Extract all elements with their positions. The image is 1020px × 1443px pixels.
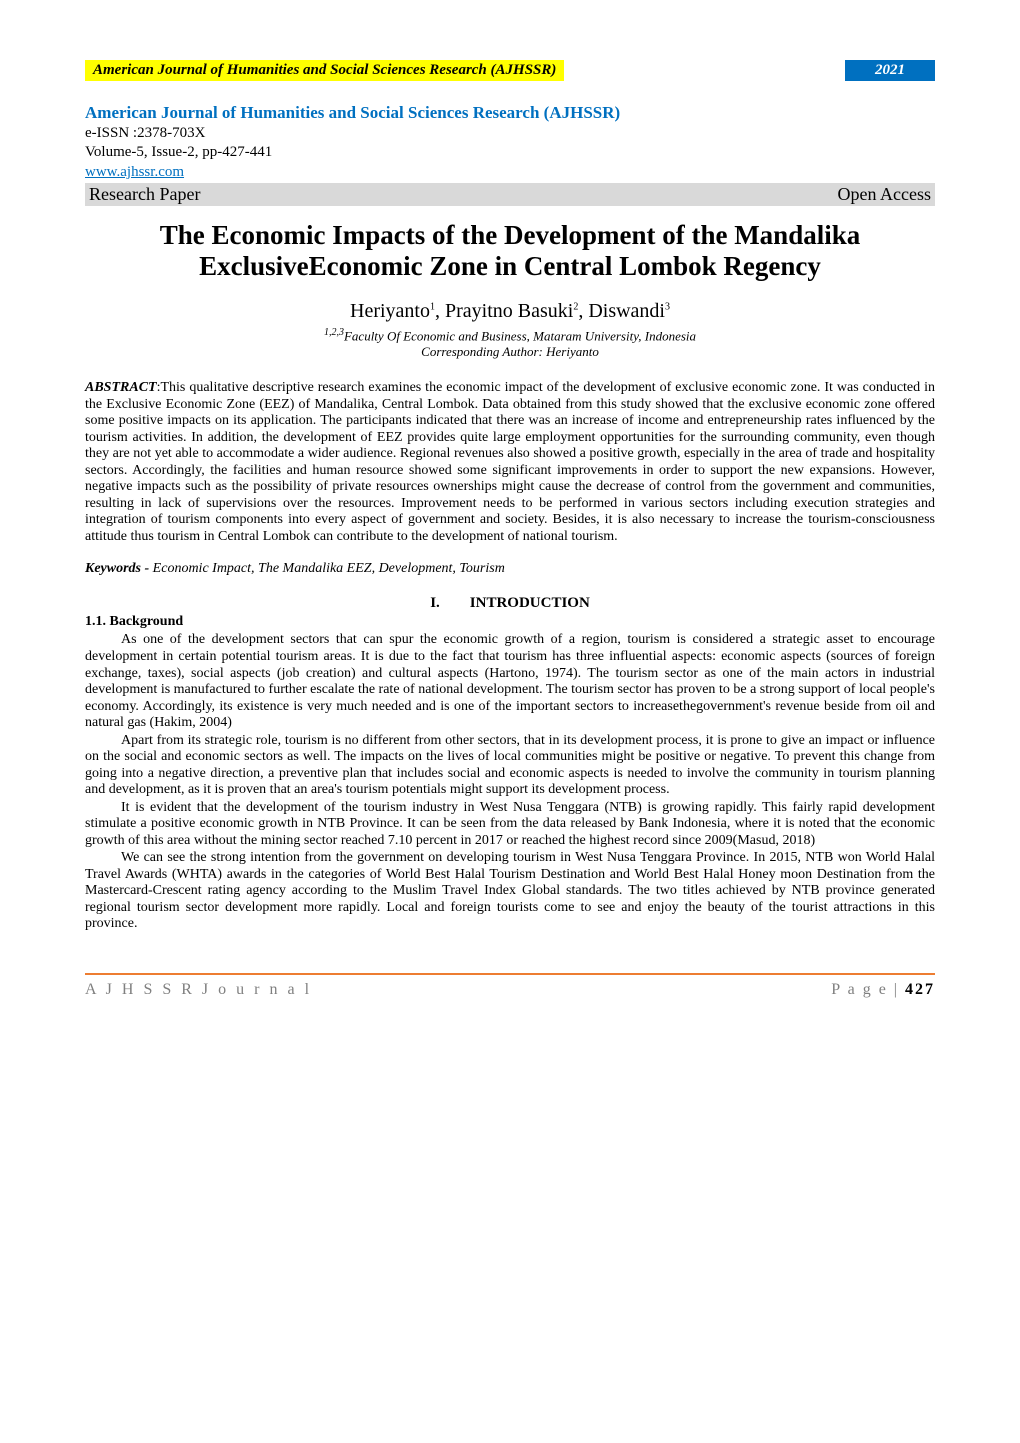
author-3-sup: 3 (665, 301, 670, 312)
abstract-label: ABSTRACT (85, 380, 157, 395)
affiliation-text: Faculty Of Economic and Business, Matara… (344, 328, 696, 343)
affiliation: 1,2,3Faculty Of Economic and Business, M… (85, 327, 935, 344)
paragraph-4: We can see the strong intention from the… (85, 850, 935, 933)
access-type: Open Access (838, 184, 931, 205)
paragraph-1: As one of the development sectors that c… (85, 632, 935, 731)
author-2: Prayitno Basuki (445, 300, 573, 322)
affiliation-sup: 1,2,3 (324, 327, 344, 338)
keywords-label: Keywords - (85, 561, 153, 576)
author-1-sup: 1 (430, 301, 435, 312)
journal-name: American Journal of Humanities and Socia… (85, 103, 935, 123)
keywords-text: Economic Impact, The Mandalika EEZ, Deve… (153, 561, 505, 576)
subsection-heading: 1.1. Background (85, 614, 935, 630)
author-1: Heriyanto (350, 300, 430, 322)
footer-page-number: 427 (905, 981, 935, 998)
paper-type-row: Research Paper Open Access (85, 183, 935, 206)
journal-volume: Volume-5, Issue-2, pp-427-441 (85, 144, 935, 161)
paragraph-2: Apart from its strategic role, tourism i… (85, 733, 935, 799)
journal-link-row: www.ajhssr.com (85, 163, 935, 181)
journal-issn: e-ISSN :2378-703X (85, 125, 935, 142)
journal-link[interactable]: www.ajhssr.com (85, 164, 184, 180)
keywords: Keywords - Economic Impact, The Mandalik… (85, 561, 935, 577)
corresponding-author: Corresponding Author: Heriyanto (85, 344, 935, 360)
paper-type: Research Paper (89, 184, 200, 205)
section-title: INTRODUCTION (470, 595, 590, 611)
header-bar: American Journal of Humanities and Socia… (85, 60, 935, 81)
author-2-sup: 2 (573, 301, 578, 312)
author-3: Diswandi (588, 300, 665, 322)
paragraph-3: It is evident that the development of th… (85, 800, 935, 850)
paper-title: The Economic Impacts of the Development … (85, 220, 935, 282)
abstract: ABSTRACT:This qualitative descriptive re… (85, 380, 935, 545)
abstract-text: :This qualitative descriptive research e… (85, 380, 935, 544)
footer-page: P a g e | 427 (831, 981, 935, 999)
header-bar-title: American Journal of Humanities and Socia… (85, 60, 564, 81)
authors: Heriyanto1, Prayitno Basuki2, Diswandi3 (85, 300, 935, 323)
footer: A J H S S R J o u r n a l P a g e | 427 (85, 973, 935, 999)
section-number: I. (430, 595, 440, 611)
section-heading: I. INTRODUCTION (85, 595, 935, 612)
footer-page-label: P a g e | (831, 981, 905, 998)
footer-journal: A J H S S R J o u r n a l (85, 981, 312, 999)
header-bar-year: 2021 (845, 60, 935, 81)
